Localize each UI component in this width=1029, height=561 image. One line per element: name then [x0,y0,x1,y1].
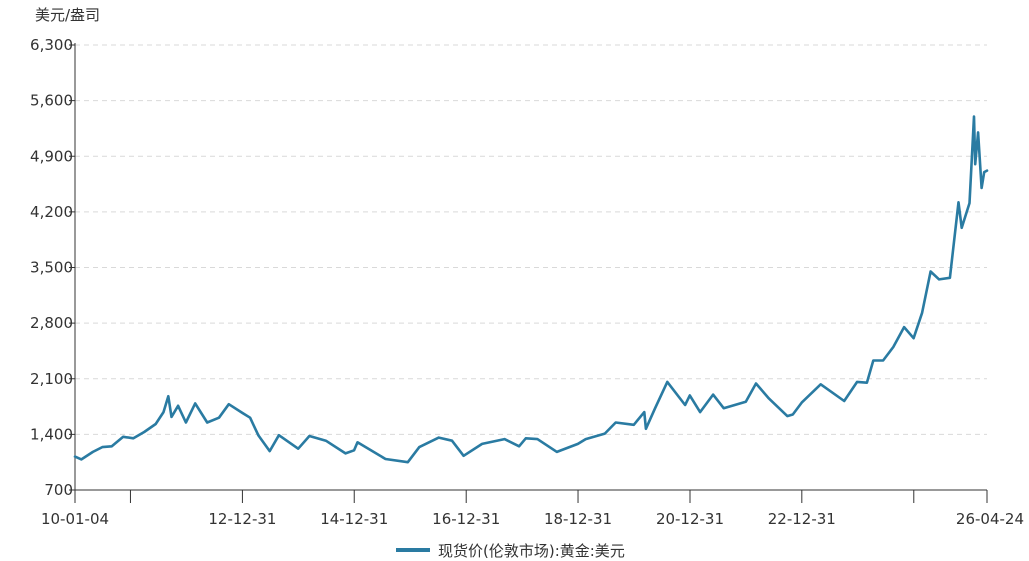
y-tick-label: 1,400 [30,425,73,443]
y-tick-label: 2,100 [30,370,73,388]
x-tick-label: 20-12-31 [656,510,724,528]
y-tick-label: 5,600 [30,92,73,110]
y-tick-label: 4,200 [30,203,73,221]
y-tick-label: 4,900 [30,147,73,165]
x-tick-label: 26-04-24 [956,510,1024,528]
y-tick-label: 2,800 [30,314,73,332]
x-tick-label: 12-12-31 [208,510,276,528]
legend-label: 现货价(伦敦市场):黄金:美元 [438,542,625,560]
y-tick-label: 6,300 [30,36,73,54]
y-axis-unit-label: 美元/盎司 [35,6,100,24]
x-tick-label: 10-01-04 [41,510,109,528]
y-tick-label: 700 [44,481,73,499]
legend[interactable]: 现货价(伦敦市场):黄金:美元 [396,542,625,560]
x-axis: 10-01-04 12-12-31 14-12-31 16-12-31 18-12-31… [41,489,1024,528]
x-tick-label: 16-12-31 [432,510,500,528]
y-tick-label: 3,500 [30,259,73,277]
y-axis: 700 1,400 2,100 2,800 3,500 4,200 4,900 5,600 6,… [30,36,76,499]
x-tick-label: 22-12-31 [768,510,836,528]
grid-lines [75,44,987,435]
series-line [73,115,989,464]
x-tick-label: 14-12-31 [320,510,388,528]
series-layer [73,115,989,464]
x-tick-label: 18-12-31 [544,510,612,528]
